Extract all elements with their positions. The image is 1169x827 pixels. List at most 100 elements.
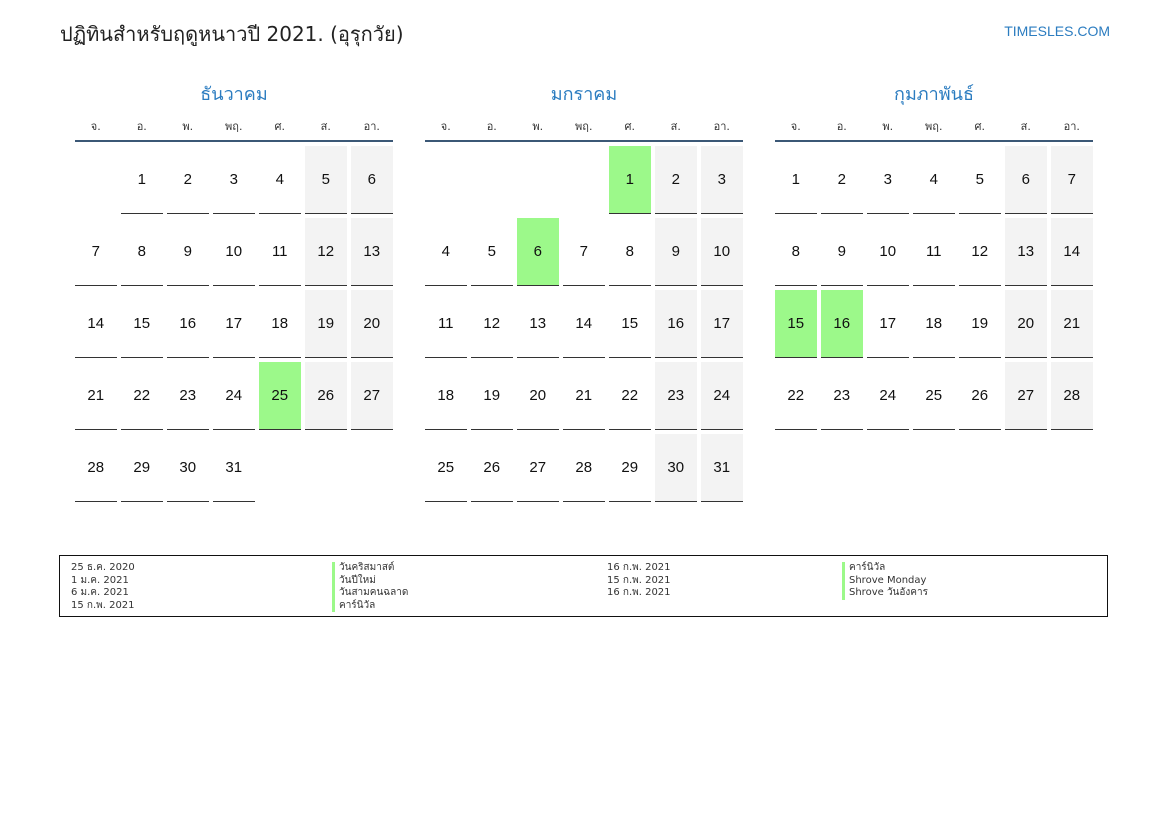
day-cell[interactable]: 21: [75, 362, 117, 430]
day-cell[interactable]: 17: [213, 290, 255, 358]
day-cell[interactable]: 10: [213, 218, 255, 286]
day-cell[interactable]: 28: [75, 434, 117, 502]
day-cell[interactable]: 11: [913, 218, 955, 286]
day-cell[interactable]: 8: [775, 218, 817, 286]
weekday-label: ศ.: [974, 120, 985, 133]
day-cell[interactable]: 11: [425, 290, 467, 358]
day-cell[interactable]: 14: [1051, 218, 1093, 286]
day-cell[interactable]: 19: [471, 362, 513, 430]
day-cell[interactable]: 12: [959, 218, 1001, 286]
day-cell[interactable]: 27: [351, 362, 393, 430]
day-cell[interactable]: 2: [167, 146, 209, 214]
day-cell[interactable]: 25: [425, 434, 467, 502]
day-cell[interactable]: 7: [563, 218, 605, 286]
day-cell[interactable]: 27: [517, 434, 559, 502]
day-cell[interactable]: 25: [913, 362, 955, 430]
month-december: ธันวาคม จ. อ. พ. พฤ. ศ. ส. อา. 1 2 3 4 5 6 7 8 9 10 11 12…: [75, 80, 393, 502]
day-cell[interactable]: 28: [563, 434, 605, 502]
day-cell[interactable]: 21: [563, 362, 605, 430]
day-cell[interactable]: 27: [1005, 362, 1047, 430]
day-cell[interactable]: 20: [351, 290, 393, 358]
day-cell[interactable]: 4: [913, 146, 955, 214]
legend-date: 25 ธ.ค. 2020: [71, 562, 135, 573]
holiday-day-cell[interactable]: 6: [517, 218, 559, 286]
day-cell[interactable]: 5: [305, 146, 347, 214]
day-cell[interactable]: 7: [1051, 146, 1093, 214]
day-cell[interactable]: 3: [867, 146, 909, 214]
day-cell[interactable]: 5: [959, 146, 1001, 214]
day-cell[interactable]: 7: [75, 218, 117, 286]
day-cell[interactable]: 12: [471, 290, 513, 358]
day-cell[interactable]: 14: [75, 290, 117, 358]
day-cell[interactable]: 8: [609, 218, 651, 286]
day-cell[interactable]: 24: [867, 362, 909, 430]
day-cell[interactable]: 15: [121, 290, 163, 358]
day-cell[interactable]: 31: [213, 434, 255, 502]
day-cell[interactable]: 8: [121, 218, 163, 286]
day-cell[interactable]: 5: [471, 218, 513, 286]
day-cell[interactable]: 12: [305, 218, 347, 286]
day-cell[interactable]: 28: [1051, 362, 1093, 430]
day-cell[interactable]: 16: [167, 290, 209, 358]
day-cell[interactable]: 23: [821, 362, 863, 430]
day-cell[interactable]: 19: [959, 290, 1001, 358]
day-cell[interactable]: 13: [351, 218, 393, 286]
day-cell[interactable]: 1: [775, 146, 817, 214]
day-cell[interactable]: 6: [1005, 146, 1047, 214]
legend-date: 15 ก.พ. 2021: [607, 574, 671, 586]
day-cell[interactable]: 18: [425, 362, 467, 430]
day-cell[interactable]: 6: [351, 146, 393, 214]
holiday-day-cell[interactable]: 15: [775, 290, 817, 358]
day-cell[interactable]: 10: [701, 218, 743, 286]
day-cell[interactable]: 3: [213, 146, 255, 214]
day-cell[interactable]: 3: [701, 146, 743, 214]
day-cell[interactable]: 30: [655, 434, 697, 502]
day-cell[interactable]: 17: [867, 290, 909, 358]
day-cell[interactable]: 9: [167, 218, 209, 286]
day-cell[interactable]: 22: [775, 362, 817, 430]
day-cell[interactable]: 30: [167, 434, 209, 502]
day-cell[interactable]: 20: [517, 362, 559, 430]
day-cell[interactable]: 17: [701, 290, 743, 358]
day-cell[interactable]: 9: [655, 218, 697, 286]
day-cell[interactable]: 23: [167, 362, 209, 430]
holiday-day-cell[interactable]: 1: [609, 146, 651, 214]
day-cell[interactable]: 21: [1051, 290, 1093, 358]
day-cell[interactable]: 26: [959, 362, 1001, 430]
day-cell[interactable]: 24: [701, 362, 743, 430]
legend-holiday-name: วันสามคนฉลาด: [332, 587, 408, 600]
day-cell[interactable]: 18: [259, 290, 301, 358]
site-link[interactable]: TIMESLES.COM: [1004, 23, 1110, 39]
day-cell[interactable]: 29: [121, 434, 163, 502]
holiday-day-cell[interactable]: 16: [821, 290, 863, 358]
day-cell[interactable]: 26: [471, 434, 513, 502]
day-cell[interactable]: 20: [1005, 290, 1047, 358]
day-cell[interactable]: 14: [563, 290, 605, 358]
day-cell[interactable]: 15: [609, 290, 651, 358]
day-cell[interactable]: 1: [121, 146, 163, 214]
day-cell[interactable]: 4: [259, 146, 301, 214]
weekday-header: จ. อ. พ. พฤ. ศ. ส. อา.: [425, 110, 743, 142]
day-cell[interactable]: 18: [913, 290, 955, 358]
day-cell[interactable]: 13: [1005, 218, 1047, 286]
weekday-label: พฤ.: [225, 120, 243, 133]
page-title: ปฏิทินสำหรับฤดูหนาวปี 2021. (อุรุกวัย): [60, 22, 404, 46]
day-cell[interactable]: 16: [655, 290, 697, 358]
day-cell[interactable]: 11: [259, 218, 301, 286]
day-cell[interactable]: 4: [425, 218, 467, 286]
day-cell[interactable]: 24: [213, 362, 255, 430]
holiday-day-cell[interactable]: 25: [259, 362, 301, 430]
day-cell[interactable]: 9: [821, 218, 863, 286]
day-cell[interactable]: 2: [821, 146, 863, 214]
day-cell[interactable]: 26: [305, 362, 347, 430]
day-cell[interactable]: 29: [609, 434, 651, 502]
day-cell[interactable]: 19: [305, 290, 347, 358]
day-cell[interactable]: 23: [655, 362, 697, 430]
legend-names-col-2: คาร์นิวัล Shrove Monday Shrove วันอังคาร: [842, 562, 928, 600]
day-cell[interactable]: 22: [121, 362, 163, 430]
day-cell[interactable]: 13: [517, 290, 559, 358]
day-cell[interactable]: 10: [867, 218, 909, 286]
day-cell[interactable]: 31: [701, 434, 743, 502]
day-cell[interactable]: 2: [655, 146, 697, 214]
day-cell[interactable]: 22: [609, 362, 651, 430]
